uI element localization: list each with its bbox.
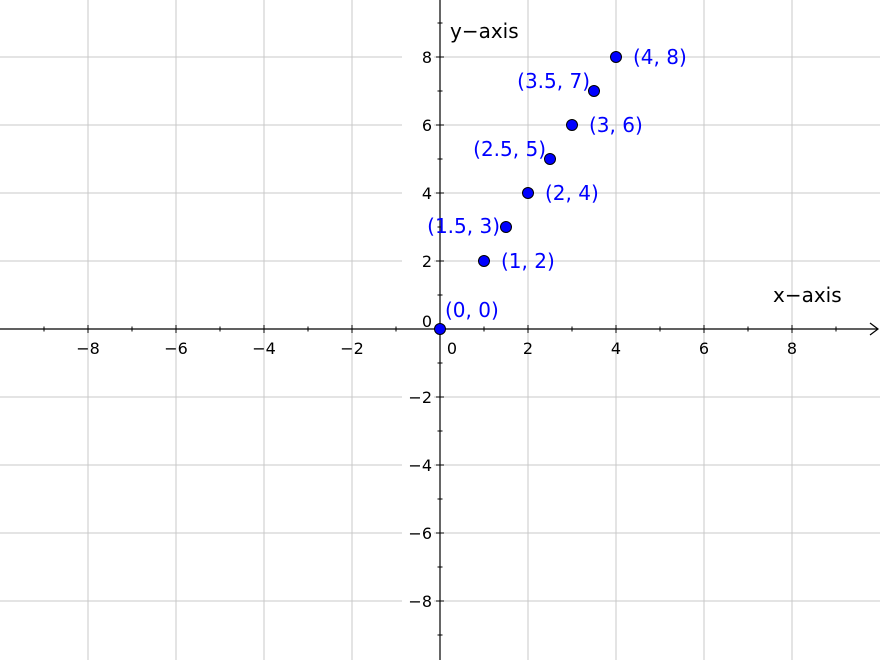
y-axis-title: y−axis xyxy=(450,19,519,43)
y-tick-label: −4 xyxy=(408,456,432,475)
y-tick-label: 4 xyxy=(422,184,432,203)
data-point-label: (3.5, 7) xyxy=(517,69,590,93)
x-tick-label: 2 xyxy=(523,339,533,358)
data-point xyxy=(588,85,600,97)
y-tick-label-bg xyxy=(402,387,434,407)
x-tick-label: −4 xyxy=(252,339,276,358)
y-tick-label-bg xyxy=(402,183,434,203)
x-axis-title: x−axis xyxy=(773,283,842,307)
x-tick-label: 8 xyxy=(787,339,797,358)
data-point xyxy=(544,153,556,165)
y-tick-label: −2 xyxy=(408,388,432,407)
x-tick-label: −2 xyxy=(340,339,364,358)
data-point-label: (0, 0) xyxy=(445,298,499,322)
data-point-label: (3, 6) xyxy=(589,113,643,137)
data-point xyxy=(478,255,490,267)
y-tick-label: 6 xyxy=(422,116,432,135)
y-tick-label: −6 xyxy=(408,524,432,543)
data-point-label: (1.5, 3) xyxy=(427,214,500,238)
y-tick-label: −8 xyxy=(408,592,432,611)
data-point xyxy=(500,221,512,233)
data-point xyxy=(566,119,578,131)
data-point xyxy=(522,187,534,199)
y-tick-label-bg xyxy=(402,115,434,135)
x-tick-label: −6 xyxy=(164,339,188,358)
y-tick-label-bg xyxy=(402,47,434,67)
y-tick-label: 0 xyxy=(422,312,432,331)
data-point xyxy=(434,323,446,335)
y-tick-label: 8 xyxy=(422,48,432,67)
y-tick-label-bg xyxy=(402,523,434,543)
y-tick-label-bg xyxy=(402,591,434,611)
data-point xyxy=(610,51,622,63)
x-tick-label: 4 xyxy=(611,339,621,358)
y-tick-label: 2 xyxy=(422,252,432,271)
x-tick-label: −8 xyxy=(76,339,100,358)
data-point-label: (2, 4) xyxy=(545,181,599,205)
data-points: (0, 0) (1, 2)(1.5, 3) (2, 4) (2.5, 5) (3, 6)… xyxy=(427,45,687,335)
data-point-label: (2.5, 5) xyxy=(473,137,546,161)
data-point-label: (1, 2) xyxy=(501,249,555,273)
y-tick-label-bg xyxy=(402,251,434,271)
x-tick-label: 6 xyxy=(699,339,709,358)
data-point-label: (4, 8) xyxy=(633,45,687,69)
ticks: −8 −6 −4 −2 0 2 4 6 8 −8 −6 −4 −2 0 2 4 6 8 xyxy=(43,22,837,636)
x-tick-label: 0 xyxy=(447,339,457,358)
x-axis-arrow xyxy=(869,322,879,336)
y-tick-label-bg xyxy=(402,455,434,475)
